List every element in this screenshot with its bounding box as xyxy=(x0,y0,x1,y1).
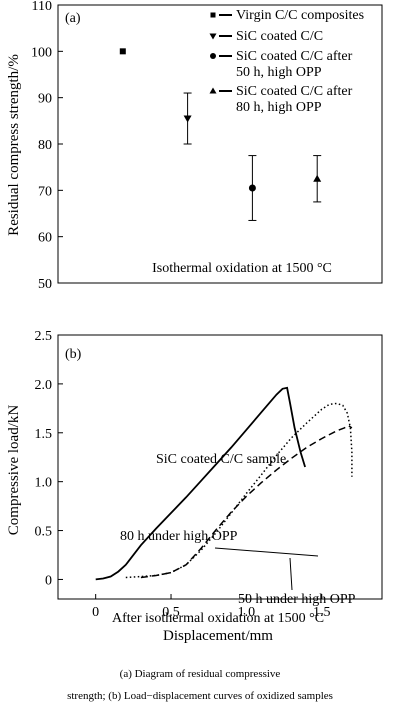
legend-marker-2 xyxy=(210,53,216,59)
series-line-1 xyxy=(125,402,353,579)
y-tick-label-a: 100 xyxy=(31,45,52,60)
y-tick-label-a: 80 xyxy=(38,138,52,153)
series-line-2 xyxy=(140,425,353,579)
y-tick-label-a: 60 xyxy=(38,231,52,246)
y-tick-label-a: 110 xyxy=(32,0,52,14)
legend-marker-3 xyxy=(209,87,217,94)
chart-a: 50 60 70 80 90 100 110 Residual compress stren… xyxy=(6,0,383,292)
data-point-a-1 xyxy=(183,115,192,123)
plot-frame-a xyxy=(57,4,383,284)
legend-label-3: SiC coated C/C after xyxy=(236,84,353,99)
y-tick-label-b: 1.5 xyxy=(35,427,53,442)
legend-marker-1 xyxy=(209,33,217,40)
legend-marker-0 xyxy=(210,12,216,18)
legend-label-2: SiC coated C/C after xyxy=(236,49,353,64)
annotation-b: After isothermal oxidation at 1500 °C xyxy=(112,611,324,626)
plot-frame-b xyxy=(57,334,383,600)
legend-label-0: Virgin C/C composites xyxy=(236,8,364,23)
series-label-50h: 50 h under high OPP xyxy=(238,592,356,607)
leader-line-50h xyxy=(289,557,293,591)
x-axis-label-b: Displacement/mm xyxy=(163,628,273,644)
x-tick-label-b: 0 xyxy=(92,605,99,620)
y-tick-label-b: 2.5 xyxy=(35,329,53,344)
panel-label-b: (b) xyxy=(65,347,82,362)
x-tick-label-b: 1.0 xyxy=(238,605,256,620)
y-tick-label-a: 90 xyxy=(38,92,52,107)
y-tick-label-a: 70 xyxy=(38,184,52,199)
x-tick-label-b: 0.5 xyxy=(162,605,180,620)
series-line-0 xyxy=(95,386,306,581)
y-tick-label-b: 0 xyxy=(45,573,52,588)
y-tick-label-a: 50 xyxy=(38,277,52,292)
data-point-a-2 xyxy=(248,184,256,192)
y-axis-label-b: Compressive load/kN xyxy=(6,405,22,536)
figure-caption-line1: (a) Diagram of residual compressive xyxy=(119,668,281,680)
chart-b: 0 0.5 1.0 1.5 2.0 2.5 0 0.5 1.0 1.5 Compressive l… xyxy=(6,329,383,644)
legend-label-1: SiC coated C/C xyxy=(236,29,323,44)
y-tick-label-b: 2.0 xyxy=(35,378,53,393)
y-tick-label-b: 0.5 xyxy=(35,525,53,540)
x-tick-label-b: 1.5 xyxy=(313,605,331,620)
data-point-a-0 xyxy=(119,48,126,55)
series-label-80h: 80 h under high OPP xyxy=(120,529,238,544)
data-point-a-3 xyxy=(313,174,322,182)
annotation-a: Isothermal oxidation at 1500 °C xyxy=(152,261,332,276)
figure-caption-line2: strength; (b) Load−displacement curves o… xyxy=(67,690,333,702)
series-label-sic: SiC coated C/C sample xyxy=(156,452,286,467)
y-axis-label-a: Residual compress strength/% xyxy=(6,54,22,236)
y-tick-label-b: 1.0 xyxy=(35,476,53,491)
panel-label-a: (a) xyxy=(65,11,81,26)
leader-line-80h xyxy=(214,547,319,557)
legend-label-2-cont: 50 h, high OPP xyxy=(236,65,322,80)
legend-label-3-cont: 80 h, high OPP xyxy=(236,100,322,115)
